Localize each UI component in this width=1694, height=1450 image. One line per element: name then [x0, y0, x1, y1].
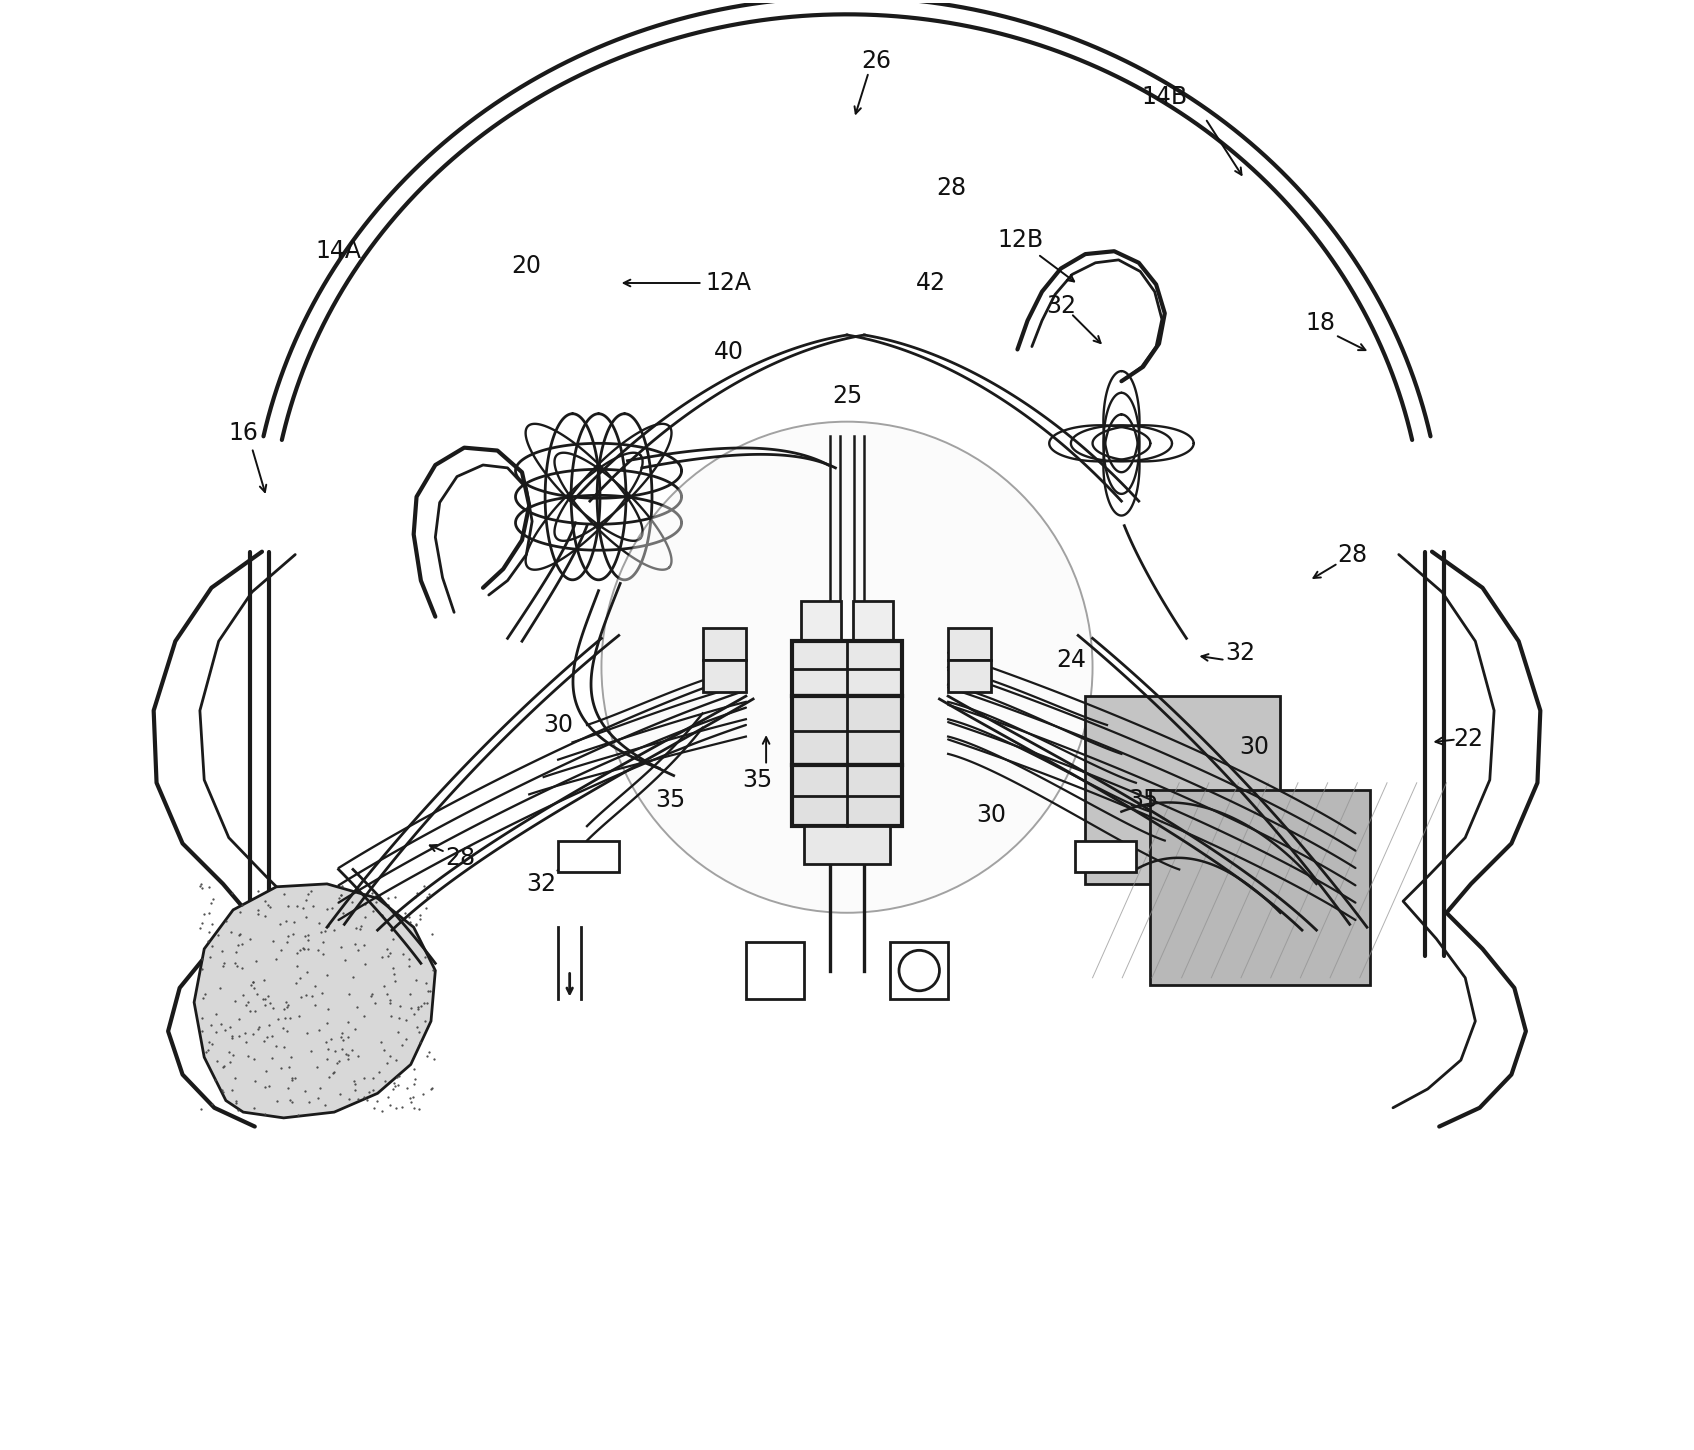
Text: 12B: 12B — [998, 228, 1044, 252]
Bar — [557, 841, 618, 873]
Polygon shape — [1086, 696, 1281, 884]
Text: 22: 22 — [1453, 728, 1484, 751]
Text: 35: 35 — [742, 768, 772, 792]
Bar — [703, 660, 745, 692]
Text: 26: 26 — [861, 48, 891, 72]
Text: 18: 18 — [1306, 312, 1337, 335]
Text: 30: 30 — [976, 802, 1006, 826]
Text: 24: 24 — [1055, 648, 1086, 671]
Text: 28: 28 — [1338, 542, 1367, 567]
Text: 14B: 14B — [1142, 84, 1187, 109]
Text: 30: 30 — [800, 802, 830, 826]
Text: 35: 35 — [656, 789, 686, 812]
Text: 42: 42 — [916, 271, 945, 294]
Text: 12A: 12A — [706, 271, 752, 294]
Bar — [1076, 841, 1137, 873]
Bar — [891, 941, 949, 999]
Text: 25: 25 — [832, 384, 862, 407]
Bar — [703, 628, 745, 660]
Polygon shape — [1150, 790, 1370, 985]
Bar — [793, 696, 901, 766]
Bar — [803, 826, 891, 864]
Bar — [852, 600, 893, 641]
Text: 14A: 14A — [315, 239, 361, 264]
Bar — [793, 766, 901, 826]
Bar — [801, 600, 842, 641]
Bar — [745, 941, 803, 999]
Bar — [949, 660, 991, 692]
Circle shape — [900, 950, 940, 990]
Text: 32: 32 — [1225, 641, 1255, 664]
Text: 30: 30 — [1240, 735, 1269, 758]
Text: 20: 20 — [512, 254, 542, 277]
Text: 16: 16 — [229, 420, 257, 445]
Text: 28: 28 — [937, 175, 966, 200]
Text: 32: 32 — [525, 871, 556, 896]
Text: 30: 30 — [544, 713, 573, 737]
Bar — [793, 641, 901, 696]
Polygon shape — [195, 884, 435, 1118]
Bar — [949, 628, 991, 660]
Text: 32: 32 — [1045, 294, 1076, 318]
Text: 24: 24 — [871, 641, 901, 664]
Circle shape — [601, 422, 1093, 914]
Text: 35: 35 — [1128, 789, 1159, 812]
Text: 28: 28 — [446, 845, 474, 870]
Text: 40: 40 — [713, 341, 744, 364]
